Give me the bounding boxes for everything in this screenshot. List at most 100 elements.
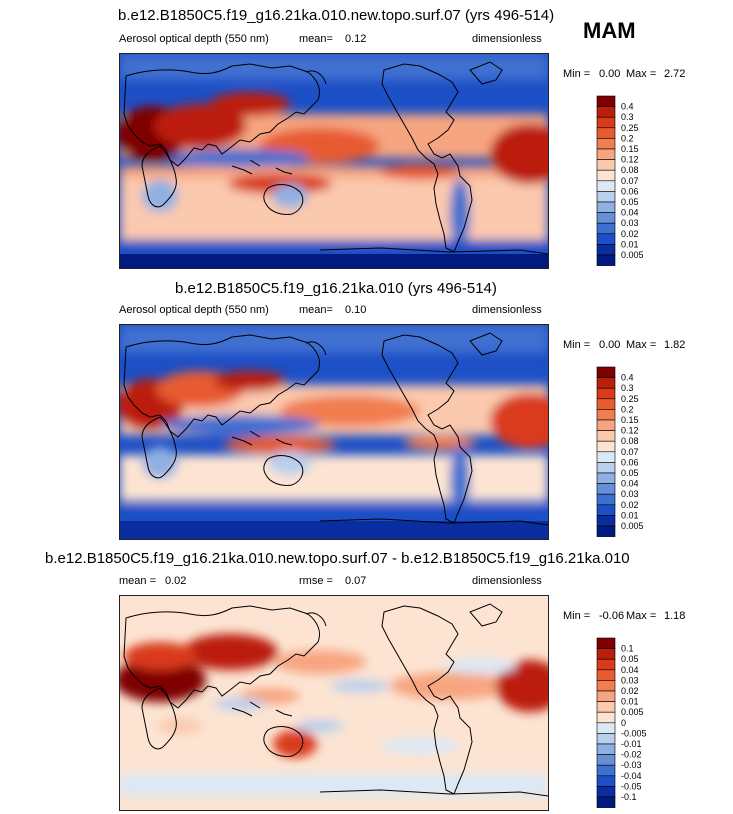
colorbar-tick-label: 0.04 — [621, 479, 639, 489]
colorbar-swatch — [596, 711, 616, 724]
colorbar-swatch — [596, 733, 616, 745]
panel2-colorbar-svg: 0.40.30.250.20.150.120.080.070.060.050.0… — [596, 366, 644, 537]
colorbar-tick-label: 0.005 — [621, 250, 644, 260]
panel2-colorbar: 0.4 0.3 0.25 0.2 0.15 0.12 0.08 0.07 0.06 0.05 0.0… — [596, 366, 677, 537]
colorbar-tick-label: -0.04 — [621, 771, 642, 781]
colorbar-swatch — [596, 440, 616, 453]
colorbar-tick-label: 0.4 — [621, 102, 634, 112]
colorbar-tick-label: -0.01 — [621, 739, 642, 749]
colorbar-tick-label: 0.01 — [621, 239, 639, 249]
colorbar-swatch — [596, 680, 616, 692]
colorbar-swatch — [596, 191, 616, 203]
colorbar-swatch — [596, 148, 616, 160]
colorbar-tick-label: 0.3 — [621, 112, 634, 122]
colorbar-swatch — [596, 244, 616, 256]
colorbar-swatch — [596, 690, 616, 702]
colorbar-swatch — [596, 419, 616, 431]
panel1-variable-label: Aerosol optical depth (550 nm) — [119, 33, 269, 45]
panel1-max-label: Max = — [626, 68, 657, 80]
colorbar-tick-label: 0.005 — [621, 707, 644, 717]
colorbar-tick-label: 0.07 — [621, 447, 639, 457]
colorbar-tick-label: 0.07 — [621, 176, 639, 186]
panel1-map — [119, 53, 549, 269]
panel2-mean-label: mean= — [299, 304, 333, 316]
colorbar-swatch — [596, 796, 616, 808]
colorbar-tick-label: -0.02 — [621, 750, 642, 760]
colorbar-swatch — [596, 648, 616, 660]
colorbar-swatch — [596, 462, 616, 474]
colorbar-tick-label: 0.05 — [621, 197, 639, 207]
panel3-min-value: -0.06 — [599, 610, 625, 622]
colorbar-tick-label: 0.02 — [621, 500, 639, 510]
season-label: MAM — [583, 18, 636, 43]
colorbar-swatch — [596, 409, 616, 421]
panel1-min-label: Min = — [563, 68, 591, 80]
panel2-variable-label: Aerosol optical depth (550 nm) — [119, 304, 269, 316]
colorbar-tick-label: 0.1 — [621, 644, 634, 654]
colorbar-tick-label: 0.02 — [621, 229, 639, 239]
colorbar-tick-label: -0.1 — [621, 792, 637, 802]
colorbar-swatch — [596, 786, 616, 798]
colorbar-swatch — [596, 451, 616, 463]
colorbar-swatch — [596, 722, 616, 734]
colorbar-swatch — [596, 493, 616, 506]
panel3-max-value: 1.18 — [664, 610, 686, 622]
colorbar-tick-label: 0.05 — [621, 654, 639, 664]
colorbar-tick-label: 0.06 — [621, 457, 639, 467]
panel2-min-value: 0.00 — [599, 339, 621, 351]
panel2-min-label: Min = — [563, 339, 591, 351]
colorbar-swatch — [596, 169, 616, 182]
colorbar-swatch — [596, 387, 616, 400]
colorbar-swatch — [596, 212, 616, 224]
panel3-rmse-value: 0.07 — [345, 575, 367, 587]
colorbar-swatch — [596, 472, 616, 484]
panel3-mean-value: 0.02 — [165, 575, 187, 587]
panel1-max-value: 2.72 — [664, 68, 686, 80]
colorbar-swatch — [596, 106, 616, 118]
colorbar-tick-label: 0.005 — [621, 521, 644, 531]
colorbar-swatch — [596, 430, 616, 442]
panel3-max-label: Max = — [626, 610, 657, 622]
panel3-units-label: dimensionless — [472, 575, 542, 587]
panel2-max-value: 1.82 — [664, 339, 686, 351]
colorbar-tick-label: 0.03 — [621, 675, 639, 685]
colorbar-swatch — [596, 180, 616, 192]
colorbar-tick-label: 0.08 — [621, 436, 639, 446]
colorbar-swatch — [596, 775, 616, 787]
colorbar-tick-label: 0.04 — [621, 208, 639, 218]
colorbar-swatch — [596, 637, 616, 649]
colorbar-swatch — [596, 398, 616, 410]
colorbar-tick-label: 0.15 — [621, 415, 639, 425]
panel3-colorbar-svg: 0.10.050.040.030.020.010.0050-0.005-0.01… — [596, 637, 647, 808]
panel2-max-label: Max = — [626, 339, 657, 351]
colorbar-swatch — [596, 116, 616, 129]
panel3-map — [119, 595, 549, 811]
colorbar-tick-label: 0.4 — [621, 373, 634, 383]
colorbar-tick-label: 0.04 — [621, 665, 639, 675]
colorbar-tick-label: 0 — [621, 718, 626, 728]
colorbar-tick-label: 0.15 — [621, 144, 639, 154]
colorbar-swatch — [596, 127, 616, 139]
colorbar-tick-label: 0.25 — [621, 394, 639, 404]
panel1-min-value: 0.00 — [599, 68, 621, 80]
colorbar-tick-label: -0.05 — [621, 781, 642, 791]
colorbar-tick-label: 0.02 — [621, 686, 639, 696]
colorbar-tick-label: 0.06 — [621, 186, 639, 196]
colorbar-tick-label: 0.12 — [621, 155, 639, 165]
panel1-units-label: dimensionless — [472, 33, 542, 45]
panel3-mean-label: mean = — [119, 575, 156, 587]
panel1-colorbar-svg: 0.40.30.250.20.150.120.080.070.060.050.0… — [596, 95, 644, 266]
colorbar-swatch — [596, 483, 616, 495]
colorbar-tick-label: 0.2 — [621, 133, 634, 143]
colorbar-swatch — [596, 201, 616, 213]
colorbar-swatch — [596, 764, 616, 777]
panel3-title: b.e12.B1850C5.f19_g16.21ka.010.new.topo.… — [45, 550, 630, 567]
colorbar-swatch — [596, 254, 616, 266]
colorbar-tick-label: 0.03 — [621, 489, 639, 499]
colorbar-swatch — [596, 377, 616, 389]
colorbar-swatch — [596, 366, 616, 378]
colorbar-swatch — [596, 701, 616, 713]
colorbar-tick-label: 0.25 — [621, 123, 639, 133]
colorbar-swatch — [596, 159, 616, 171]
colorbar-tick-label: 0.08 — [621, 165, 639, 175]
